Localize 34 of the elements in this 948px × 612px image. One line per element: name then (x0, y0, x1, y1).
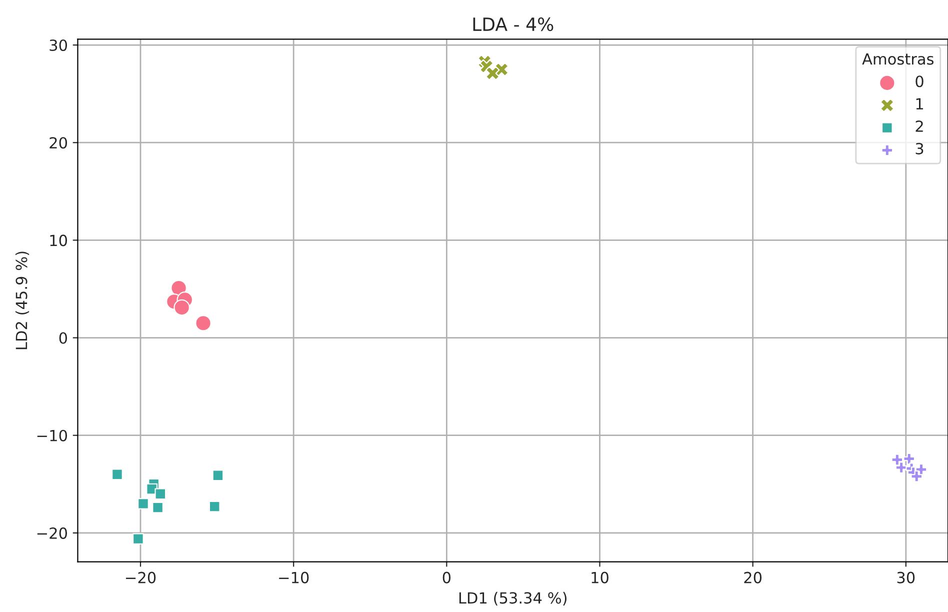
x-tick-label: 30 (897, 572, 915, 584)
x-tick-label: 10 (592, 572, 608, 584)
point (138, 498, 149, 510)
y-axis-title: LD2 (45.9 %) (15, 252, 30, 350)
point (903, 452, 916, 465)
chart-title: LDA - 4% (473, 17, 554, 32)
x-tick-label: −10 (279, 572, 309, 584)
point (212, 470, 224, 482)
legend-label: 2 (916, 120, 923, 132)
point (152, 502, 164, 514)
y-tick-label: 10 (50, 234, 67, 246)
legend-label: 0 (916, 76, 924, 88)
x-tick-label: 20 (744, 572, 762, 584)
legend-label: 3 (916, 142, 924, 154)
legend-title: Amostras (862, 53, 934, 65)
y-tick-label: 20 (50, 137, 67, 149)
point (154, 488, 166, 500)
point (174, 299, 190, 316)
legend-label: 1 (916, 98, 923, 110)
point (208, 500, 220, 512)
point (910, 470, 923, 482)
point (132, 533, 144, 544)
x-axis-title: LD1 (53.34 %) (459, 592, 566, 606)
y-tick-label: −10 (37, 430, 67, 442)
point (485, 66, 500, 80)
point (195, 314, 212, 332)
x-tick-label: 0 (442, 572, 451, 584)
x-tick-label: −20 (126, 572, 156, 584)
point (895, 462, 908, 474)
point (891, 454, 904, 466)
y-tick-label: 30 (50, 39, 67, 52)
point (112, 468, 123, 480)
y-tick-label: 0 (59, 332, 67, 344)
y-tick-label: −20 (37, 527, 67, 539)
